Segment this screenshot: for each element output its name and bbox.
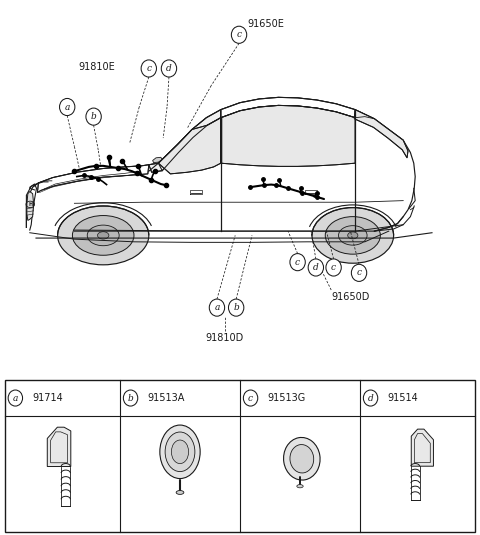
Circle shape	[141, 60, 156, 77]
Text: c: c	[331, 263, 336, 272]
Text: c: c	[248, 394, 253, 402]
Polygon shape	[411, 429, 433, 466]
Circle shape	[351, 264, 367, 281]
Circle shape	[123, 390, 138, 406]
Text: 91650E: 91650E	[247, 19, 284, 29]
Ellipse shape	[58, 206, 149, 265]
Ellipse shape	[338, 226, 367, 245]
Ellipse shape	[72, 216, 134, 255]
Bar	[5, 380, 475, 532]
Polygon shape	[153, 157, 162, 163]
Polygon shape	[158, 118, 221, 174]
Circle shape	[363, 390, 378, 406]
Ellipse shape	[290, 445, 314, 473]
Polygon shape	[47, 427, 71, 467]
Text: c: c	[146, 64, 151, 73]
Circle shape	[290, 254, 305, 271]
Text: 91714: 91714	[32, 393, 63, 403]
Text: c: c	[295, 258, 300, 266]
Circle shape	[60, 98, 75, 116]
Ellipse shape	[297, 485, 303, 488]
Ellipse shape	[165, 432, 195, 472]
Text: a: a	[64, 103, 70, 111]
Ellipse shape	[284, 438, 320, 480]
Text: H: H	[28, 202, 32, 207]
Circle shape	[86, 108, 101, 125]
Text: b: b	[128, 394, 133, 402]
Ellipse shape	[97, 232, 109, 239]
Text: b: b	[233, 303, 239, 312]
Ellipse shape	[160, 425, 200, 478]
Ellipse shape	[312, 208, 394, 263]
Ellipse shape	[171, 440, 189, 463]
Ellipse shape	[176, 491, 184, 494]
Polygon shape	[221, 105, 355, 166]
Ellipse shape	[325, 217, 380, 254]
Circle shape	[228, 299, 244, 316]
Text: b: b	[91, 112, 96, 121]
Text: 91810D: 91810D	[205, 333, 244, 343]
Text: d: d	[166, 64, 172, 73]
Text: c: c	[237, 30, 241, 39]
Text: a: a	[214, 303, 220, 312]
Text: d: d	[368, 394, 373, 402]
Text: c: c	[357, 269, 361, 277]
Text: 91514: 91514	[387, 393, 418, 403]
Polygon shape	[149, 110, 221, 172]
Text: 91810E: 91810E	[78, 62, 115, 72]
Circle shape	[8, 390, 23, 406]
Ellipse shape	[348, 232, 358, 239]
Polygon shape	[27, 192, 34, 220]
Text: 91513G: 91513G	[267, 393, 306, 403]
Circle shape	[243, 390, 258, 406]
Circle shape	[231, 26, 247, 43]
Ellipse shape	[87, 225, 119, 246]
Text: 91513A: 91513A	[147, 393, 185, 403]
Polygon shape	[221, 97, 355, 118]
Text: d: d	[313, 263, 319, 272]
Text: a: a	[12, 394, 18, 402]
Circle shape	[326, 259, 341, 276]
Polygon shape	[354, 110, 408, 158]
Text: 91650D: 91650D	[331, 292, 370, 302]
Circle shape	[161, 60, 177, 77]
Circle shape	[209, 299, 225, 316]
Polygon shape	[37, 165, 149, 193]
Circle shape	[308, 259, 324, 276]
